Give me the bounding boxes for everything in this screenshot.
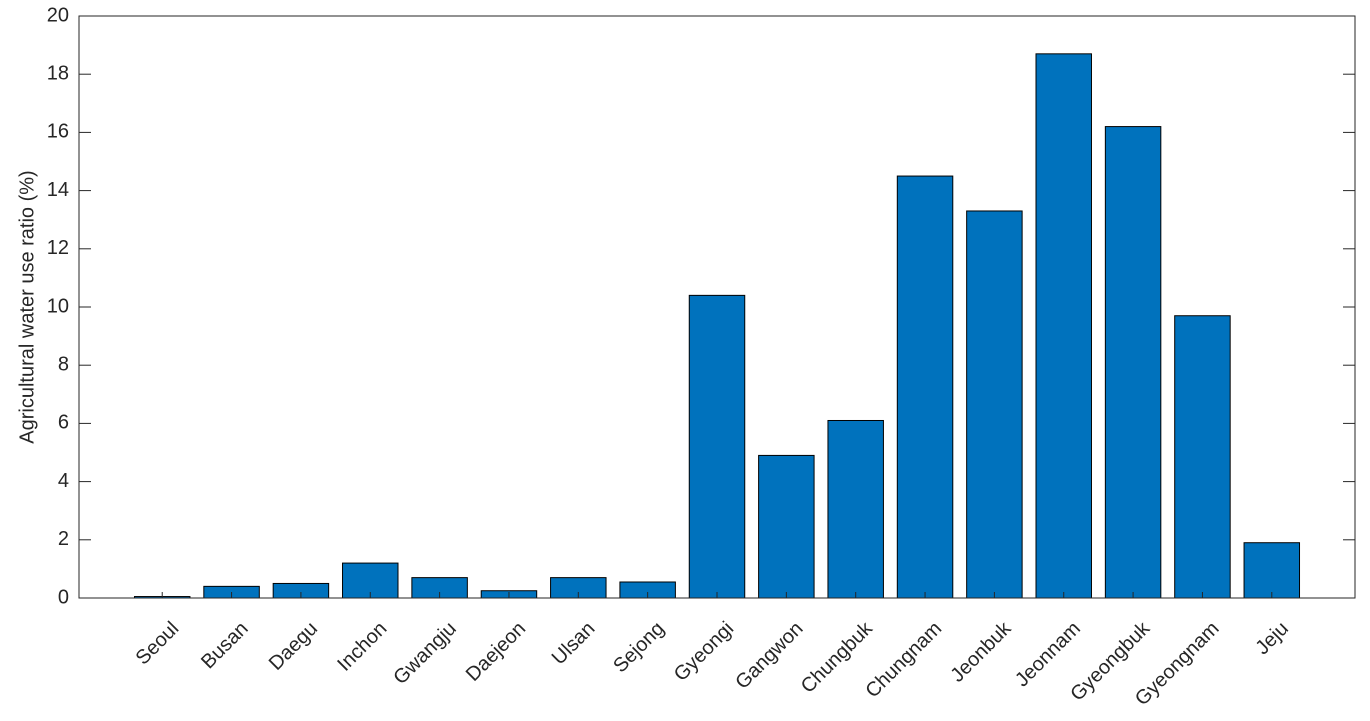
y-tick-label: 6 — [58, 412, 69, 434]
y-tick-label: 12 — [47, 237, 69, 259]
x-tick-label: Daejeon — [462, 618, 530, 686]
x-tick-label: Busan — [197, 618, 253, 674]
y-tick-label: 10 — [47, 295, 69, 317]
x-tick-label: Gwangju — [389, 618, 460, 689]
bar — [758, 454, 815, 599]
y-tick-label: 0 — [58, 586, 69, 608]
x-tick-label: Jeonbuk — [947, 617, 1017, 687]
y-axis-label: Agricultural water use ratio (%) — [16, 170, 38, 443]
plot-frame — [78, 15, 1356, 599]
bar — [1035, 53, 1092, 599]
bar — [1243, 542, 1301, 599]
x-tick-label: Sejong — [609, 618, 669, 678]
x-tick-label: Seoul — [132, 618, 184, 670]
x-tick-label: Inchon — [333, 618, 391, 676]
y-tick-label: 8 — [58, 353, 69, 375]
y-tick-label: 14 — [47, 179, 69, 201]
y-tick-label: 20 — [47, 4, 69, 26]
x-tick-label: Jeonnam — [1011, 618, 1085, 692]
x-tick-label: Daegu — [265, 618, 322, 675]
y-tick-label: 4 — [58, 470, 69, 492]
y-tick-label: 16 — [47, 121, 69, 143]
x-tick-label: Gyeongi — [670, 618, 738, 686]
bar — [1104, 126, 1162, 599]
x-tick-label: Ulsan — [548, 618, 600, 670]
bar — [896, 175, 954, 599]
bar — [966, 210, 1023, 599]
y-tick-label: 2 — [58, 528, 69, 550]
bar — [688, 294, 746, 599]
x-tick-label: Jeju — [1251, 618, 1293, 660]
bar — [1174, 315, 1231, 599]
y-tick-label: 18 — [47, 62, 69, 84]
bar — [827, 419, 884, 599]
x-tick-label: Chungnam — [861, 618, 946, 703]
